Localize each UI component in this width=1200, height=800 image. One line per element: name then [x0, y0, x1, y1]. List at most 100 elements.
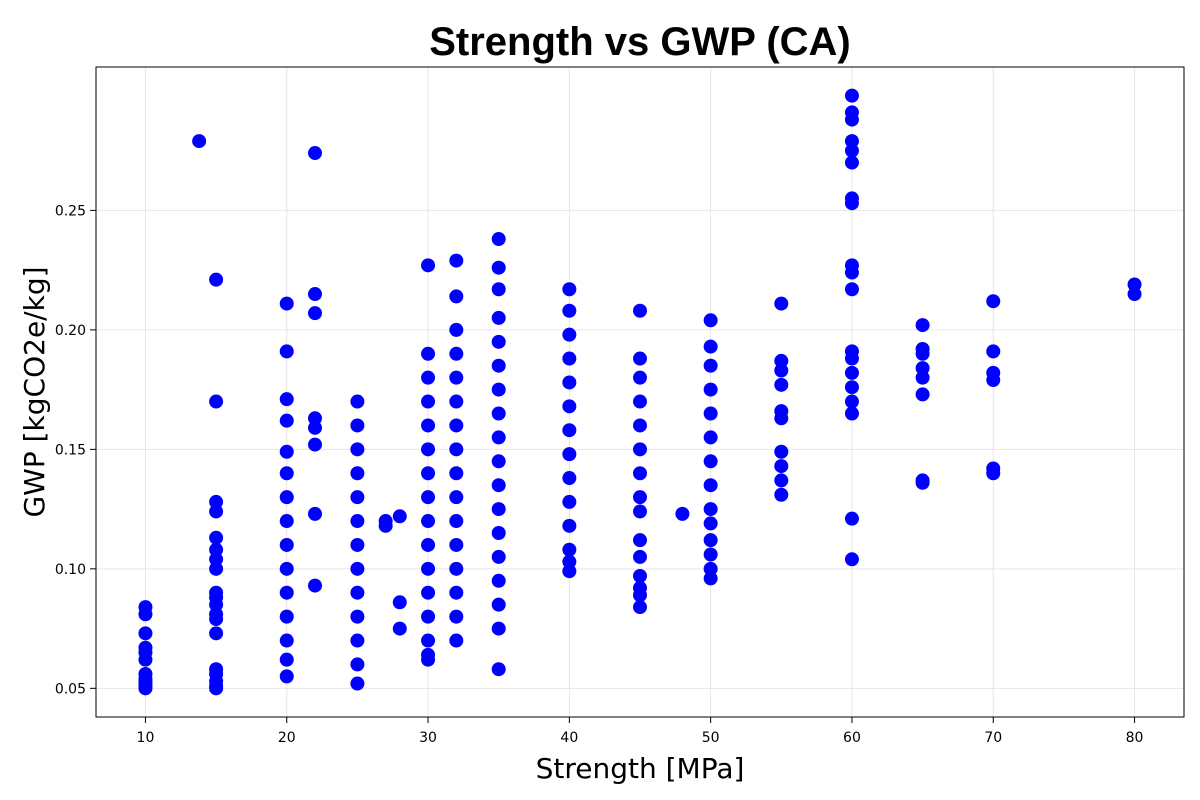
data-point: [562, 303, 577, 318]
data-point: [703, 382, 718, 397]
data-point: [421, 609, 436, 624]
data-point: [675, 506, 690, 521]
data-point: [350, 676, 365, 691]
data-point: [844, 143, 859, 158]
data-point: [633, 394, 647, 409]
data-point: [350, 418, 365, 433]
data-point: [308, 506, 323, 521]
data-point: [774, 377, 789, 392]
data-point: [421, 418, 436, 433]
data-point: [703, 547, 718, 562]
data-point: [844, 155, 859, 170]
data-point: [844, 265, 859, 280]
data-point: [491, 334, 506, 349]
data-point: [449, 346, 464, 361]
data-point: [449, 561, 464, 576]
data-point: [421, 514, 436, 529]
data-point: [915, 475, 930, 490]
data-point: [449, 490, 464, 505]
data-point: [421, 466, 436, 481]
data-point: [209, 504, 224, 519]
data-point: [562, 423, 577, 438]
data-point: [844, 112, 859, 127]
data-point: [491, 382, 506, 397]
data-point: [633, 490, 647, 505]
data-point: [633, 442, 647, 457]
data-point: [633, 549, 647, 564]
data-point: [138, 640, 153, 655]
data-point: [449, 585, 464, 600]
data-point: [350, 633, 365, 648]
data-point: [209, 612, 224, 627]
data-point: [308, 578, 323, 593]
data-point: [421, 370, 436, 385]
data-point: [209, 626, 224, 641]
data-point: [308, 420, 323, 435]
data-point: [915, 346, 930, 361]
data-point: [633, 569, 647, 584]
data-point: [491, 282, 506, 297]
data-point: [703, 478, 718, 493]
data-point: [491, 260, 506, 275]
data-point: [421, 490, 436, 505]
data-point: [491, 406, 506, 421]
data-point: [421, 258, 436, 273]
data-point: [774, 444, 789, 459]
data-point: [491, 358, 506, 373]
data-point: [844, 282, 859, 297]
data-point: [986, 294, 1001, 309]
data-point: [633, 370, 647, 385]
data-point: [1127, 287, 1142, 302]
data-point: [449, 537, 464, 552]
data-point: [192, 134, 207, 149]
data-point: [449, 322, 464, 337]
x-tick-label: 50: [702, 730, 720, 746]
data-point: [703, 406, 718, 421]
data-point: [308, 287, 323, 302]
data-point: [633, 533, 647, 548]
y-axis-label: GWP [kgCO2e/kg]: [18, 266, 51, 517]
data-point: [209, 561, 224, 576]
data-point: [279, 392, 294, 407]
data-point: [392, 621, 407, 636]
data-point: [774, 411, 789, 426]
data-point: [279, 609, 294, 624]
data-point: [915, 387, 930, 402]
data-point: [703, 516, 718, 531]
data-point: [308, 306, 323, 321]
data-point: [449, 633, 464, 648]
data-point: [449, 442, 464, 457]
data-point: [633, 303, 647, 318]
data-point: [138, 600, 153, 615]
data-point: [844, 511, 859, 526]
data-point: [844, 406, 859, 421]
data-point: [703, 358, 718, 373]
data-point: [209, 394, 224, 409]
data-point: [279, 669, 294, 684]
data-point: [562, 494, 577, 509]
data-point: [279, 444, 294, 459]
x-tick-label: 70: [984, 730, 1002, 746]
data-point: [491, 662, 506, 677]
data-point: [491, 502, 506, 517]
data-point: [350, 490, 365, 505]
data-point: [562, 351, 577, 366]
data-point: [633, 418, 647, 433]
data-point: [774, 459, 789, 474]
data-point: [491, 430, 506, 445]
data-point: [350, 394, 365, 409]
data-point: [491, 310, 506, 325]
data-point: [703, 533, 718, 548]
data-point: [279, 537, 294, 552]
chart-title: Strength vs GWP (CA): [429, 20, 851, 64]
data-point: [986, 344, 1001, 359]
data-point: [279, 633, 294, 648]
x-tick-label: 30: [419, 730, 437, 746]
data-point: [449, 394, 464, 409]
data-point: [138, 626, 153, 641]
data-point: [350, 609, 365, 624]
data-point: [279, 652, 294, 667]
data-point: [449, 609, 464, 624]
data-point: [633, 504, 647, 519]
data-point: [844, 196, 859, 211]
